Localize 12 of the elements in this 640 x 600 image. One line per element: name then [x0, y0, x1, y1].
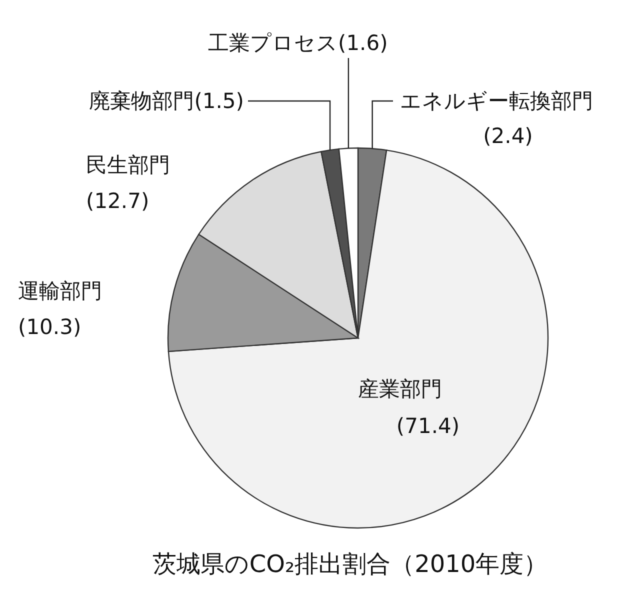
slice-label: エネルギー転換部門	[400, 89, 593, 113]
slice-label: 廃棄物部門(1.5)	[89, 89, 244, 113]
data-label: (12.7)	[86, 189, 150, 213]
pie-slice	[168, 150, 549, 528]
text: 茨城県のCO₂排出割合（2010年度）	[151, 549, 549, 580]
slice-label: 運輸部門	[18, 279, 102, 303]
data-label: (2.4)	[483, 124, 533, 148]
data-label: (71.4)	[396, 414, 460, 438]
slice-label: 民生部門	[86, 153, 170, 177]
data-label: (10.3)	[18, 315, 82, 339]
slice-label: 工業プロセス(1.6)	[208, 31, 388, 55]
slice-label: 産業部門	[358, 377, 442, 401]
